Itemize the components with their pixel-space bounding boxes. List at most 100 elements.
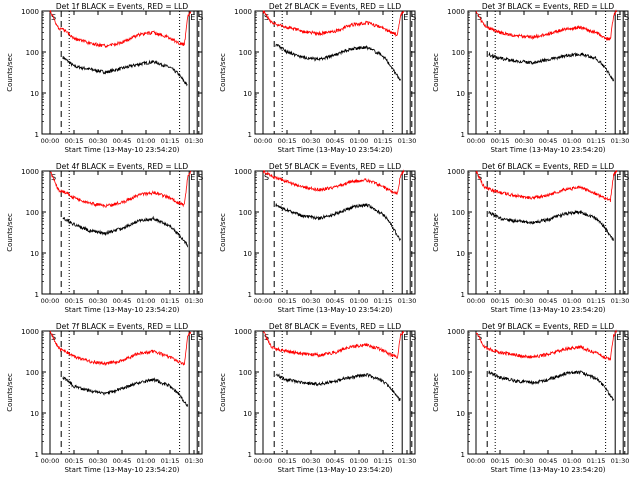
y-axis-label: Counts/sec (219, 213, 227, 252)
y-tick-label: 1000 (447, 328, 465, 336)
x-tick-label: 00:00 (467, 137, 486, 145)
x-tick-label: 00:00 (467, 297, 486, 305)
marker-annotation: S (624, 13, 629, 22)
det-8f-panel: Det 8f BLACK = Events, RED = LLD 1 10 100 10… (219, 322, 416, 474)
x-tick-label: 01:15 (587, 137, 606, 145)
y-tick-label: 100 (239, 369, 252, 377)
y-tick-label: 1000 (234, 168, 252, 176)
y-tick-label: 10 (30, 90, 39, 98)
x-tick-label: 01:00 (350, 137, 369, 145)
lld-series-line (475, 9, 617, 41)
y-tick-label: 1000 (234, 8, 252, 16)
x-tick-label: 01:15 (374, 457, 393, 465)
x-tick-label: 00:15 (491, 297, 510, 305)
y-tick-label: 100 (239, 209, 252, 217)
x-tick-label: 01:30 (611, 457, 630, 465)
det-5f-panel: Det 5f BLACK = Events, RED = LLD 1 10 100 10… (219, 162, 416, 314)
x-tick-label: 00:30 (515, 297, 534, 305)
chart-title: Det 2f BLACK = Events, RED = LLD (269, 2, 402, 11)
chart-title: Det 6f BLACK = Events, RED = LLD (482, 162, 615, 171)
y-tick-label: 1 (461, 291, 465, 299)
plot-frame (254, 10, 416, 135)
x-tick-label: 01:00 (350, 297, 369, 305)
marker-annotation: E (190, 333, 195, 342)
lld-series-line (49, 330, 192, 366)
x-axis-label: Start Time (13-May-10 23:54:20) (490, 146, 605, 154)
marker-annotation: S (198, 333, 203, 342)
events-series-line (62, 56, 188, 87)
marker-annotation: E (403, 13, 408, 22)
y-axis-label: Counts/sec (219, 373, 227, 412)
chart-title: Det 7f BLACK = Events, RED = LLD (56, 322, 189, 331)
x-tick-label: 00:30 (89, 137, 108, 145)
y-tick-label: 100 (26, 49, 39, 57)
x-tick-label: 01:00 (137, 297, 156, 305)
chart-title: Det 1f BLACK = Events, RED = LLD (56, 2, 189, 11)
marker-annotation: S (411, 13, 416, 22)
events-series-line (488, 51, 614, 82)
x-tick-label: 01:15 (374, 297, 393, 305)
plot-frame (254, 170, 416, 295)
y-tick-label: 1 (248, 451, 252, 459)
events-series-line (275, 372, 401, 402)
x-tick-label: 01:30 (611, 137, 630, 145)
y-tick-label: 10 (243, 410, 252, 418)
events-series-line (62, 375, 188, 407)
y-tick-label: 1 (35, 451, 39, 459)
marker-annotation: S (51, 333, 56, 342)
events-series-line (275, 43, 401, 81)
x-tick-label: 00:30 (89, 457, 108, 465)
y-axis-label: Counts/sec (432, 213, 440, 252)
marker-annotation: E (616, 173, 621, 182)
x-tick-label: 00:15 (65, 297, 84, 305)
y-tick-label: 1000 (21, 168, 39, 176)
y-tick-label: 100 (26, 209, 39, 217)
marker-annotation: S (624, 173, 629, 182)
y-axis-label: Counts/sec (6, 53, 14, 92)
det-7f-panel: Det 7f BLACK = Events, RED = LLD 1 10 100 10… (6, 322, 203, 474)
y-tick-label: 1000 (21, 328, 39, 336)
lld-series-line (262, 169, 405, 195)
x-axis-label: Start Time (13-May-10 23:54:20) (64, 146, 179, 154)
chart-title: Det 3f BLACK = Events, RED = LLD (482, 2, 615, 11)
x-tick-label: 00:00 (254, 457, 273, 465)
x-tick-label: 00:45 (113, 297, 132, 305)
x-tick-label: 01:15 (587, 457, 606, 465)
x-tick-label: 00:15 (491, 457, 510, 465)
x-tick-label: 01:30 (611, 297, 630, 305)
x-tick-label: 01:00 (137, 457, 156, 465)
lld-series-line (262, 330, 404, 360)
y-tick-label: 1 (248, 131, 252, 139)
y-tick-label: 100 (26, 369, 39, 377)
marker-annotation: S (624, 333, 629, 342)
marker-annotation: E (403, 173, 408, 182)
marker-annotation: S (198, 13, 203, 22)
x-tick-label: 01:30 (185, 297, 204, 305)
chart-title: Det 4f BLACK = Events, RED = LLD (56, 162, 189, 171)
events-series-line (488, 370, 614, 401)
x-tick-label: 00:00 (41, 297, 60, 305)
x-axis-label: Start Time (13-May-10 23:54:20) (490, 466, 605, 474)
lld-series-line (475, 170, 618, 203)
x-tick-label: 00:00 (41, 457, 60, 465)
chart-title: Det 9f BLACK = Events, RED = LLD (482, 322, 615, 331)
x-tick-label: 01:30 (398, 137, 417, 145)
x-tick-label: 00:15 (278, 137, 297, 145)
y-tick-label: 10 (456, 250, 465, 258)
marker-annotation: E (616, 333, 621, 342)
x-tick-label: 00:30 (302, 137, 321, 145)
y-axis-label: Counts/sec (6, 213, 14, 252)
marker-annotation: S (264, 13, 269, 22)
x-tick-label: 00:00 (254, 297, 273, 305)
y-tick-label: 10 (456, 90, 465, 98)
det-2f-panel: Det 2f BLACK = Events, RED = LLD 1 10 100 10… (219, 2, 417, 154)
marker-annotation: E (190, 13, 195, 22)
x-tick-label: 00:45 (539, 137, 558, 145)
x-tick-label: 01:15 (161, 457, 180, 465)
x-tick-label: 00:45 (326, 297, 345, 305)
y-axis-label: Counts/sec (219, 53, 227, 92)
x-tick-label: 01:00 (563, 137, 582, 145)
lld-series-line (49, 170, 192, 209)
y-tick-label: 10 (243, 90, 252, 98)
y-tick-label: 100 (452, 49, 465, 57)
